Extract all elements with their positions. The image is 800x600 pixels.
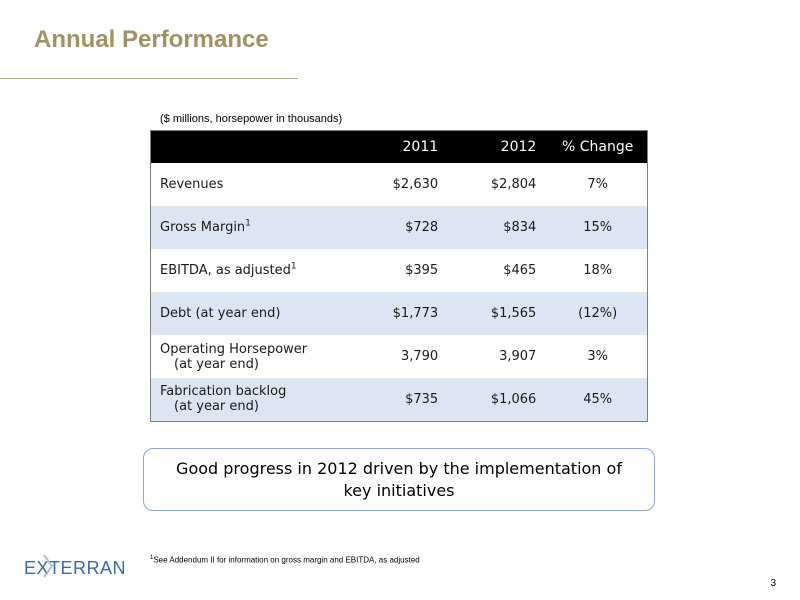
table-row: Operating Horsepower (at year end) 3,790 … bbox=[151, 335, 648, 378]
row-label-text: EBITDA, as adjusted bbox=[160, 263, 291, 278]
cell-2012: $834 bbox=[503, 220, 537, 235]
header-2012: 2012 bbox=[449, 130, 549, 163]
cell-2011: $728 bbox=[405, 220, 439, 235]
footnote-marker: 1 bbox=[245, 218, 251, 229]
cell-pct-change: 7% bbox=[587, 177, 608, 192]
header-pct-change: % Change bbox=[548, 130, 648, 163]
table-row: Revenues $2,630 $2,804 7% bbox=[151, 163, 648, 206]
cell-2012: $465 bbox=[503, 263, 537, 278]
cell-pct-change: 15% bbox=[583, 220, 613, 235]
table-row: EBITDA, as adjusted1 $395 $465 18% bbox=[151, 249, 648, 292]
row-label: Gross Margin1 bbox=[151, 206, 351, 249]
footnote-text: See Addendum II for information on gross… bbox=[153, 555, 420, 565]
row-label: Revenues bbox=[151, 163, 351, 206]
table-row: Debt (at year end) $1,773 $1,565 (12%) bbox=[150, 292, 648, 335]
svg-text:EXTERRAN.: EXTERRAN. bbox=[24, 558, 126, 578]
page-number: 3 bbox=[770, 578, 776, 589]
row-label-text: Debt (at year end) bbox=[160, 306, 281, 321]
footnote: 1See Addendum II for information on gros… bbox=[150, 555, 420, 565]
row-label-subtext: (at year end) bbox=[174, 356, 259, 372]
cell-pct-change: (12%) bbox=[578, 306, 618, 321]
cell-pct-change: 3% bbox=[587, 349, 608, 364]
cell-2011: $735 bbox=[405, 391, 439, 407]
cell-2011: $1,773 bbox=[392, 306, 439, 321]
header-label bbox=[150, 130, 350, 163]
units-note: ($ millions, horsepower in thousands) bbox=[160, 113, 343, 125]
row-label-text: Operating Horsepower bbox=[160, 341, 308, 357]
cell-2012: 3,907 bbox=[499, 349, 537, 364]
row-label-text: Revenues bbox=[160, 177, 224, 192]
cell-pct-change: 45% bbox=[583, 391, 613, 407]
exterran-logo: EXTERRAN. bbox=[24, 554, 126, 578]
table-row: Fabrication backlog (at year end) $735 $1… bbox=[150, 378, 648, 421]
cell-pct-change: 18% bbox=[583, 263, 613, 278]
row-label: Debt (at year end) bbox=[151, 292, 351, 335]
row-label-text: Fabrication backlog bbox=[160, 384, 287, 400]
title-divider bbox=[0, 78, 298, 79]
footnote-marker: 1 bbox=[290, 261, 297, 272]
callout-text: Good progress in 2012 driven by the impl… bbox=[176, 458, 622, 500]
cell-2011: $395 bbox=[405, 263, 439, 278]
slide-title: Annual Performance bbox=[34, 26, 269, 53]
row-label-subtext: (at year end) bbox=[174, 399, 259, 415]
cell-2011: 3,790 bbox=[400, 349, 439, 364]
cell-2012: $1,066 bbox=[490, 391, 537, 407]
row-label: EBITDA, as adjusted1 bbox=[151, 249, 351, 292]
table-header-row: 2011 2012 % Change bbox=[150, 130, 648, 163]
table-row: Gross Margin1 $728 $834 15% bbox=[150, 206, 648, 249]
cell-2012: $1,565 bbox=[490, 306, 537, 321]
key-takeaway-callout: Good progress in 2012 driven by the impl… bbox=[143, 448, 655, 511]
footnote-marker: 1 bbox=[150, 555, 154, 561]
header-2011: 2011 bbox=[350, 130, 450, 163]
cell-2011: $2,630 bbox=[392, 177, 439, 192]
cell-2012: $2,804 bbox=[490, 177, 537, 192]
row-label: Operating Horsepower (at year end) bbox=[151, 335, 351, 378]
row-label: Fabrication backlog (at year end) bbox=[151, 378, 351, 421]
performance-table: 2011 2012 % Change Revenues $2,630 $2,80… bbox=[150, 130, 648, 422]
row-label-text: Gross Margin bbox=[160, 220, 246, 235]
